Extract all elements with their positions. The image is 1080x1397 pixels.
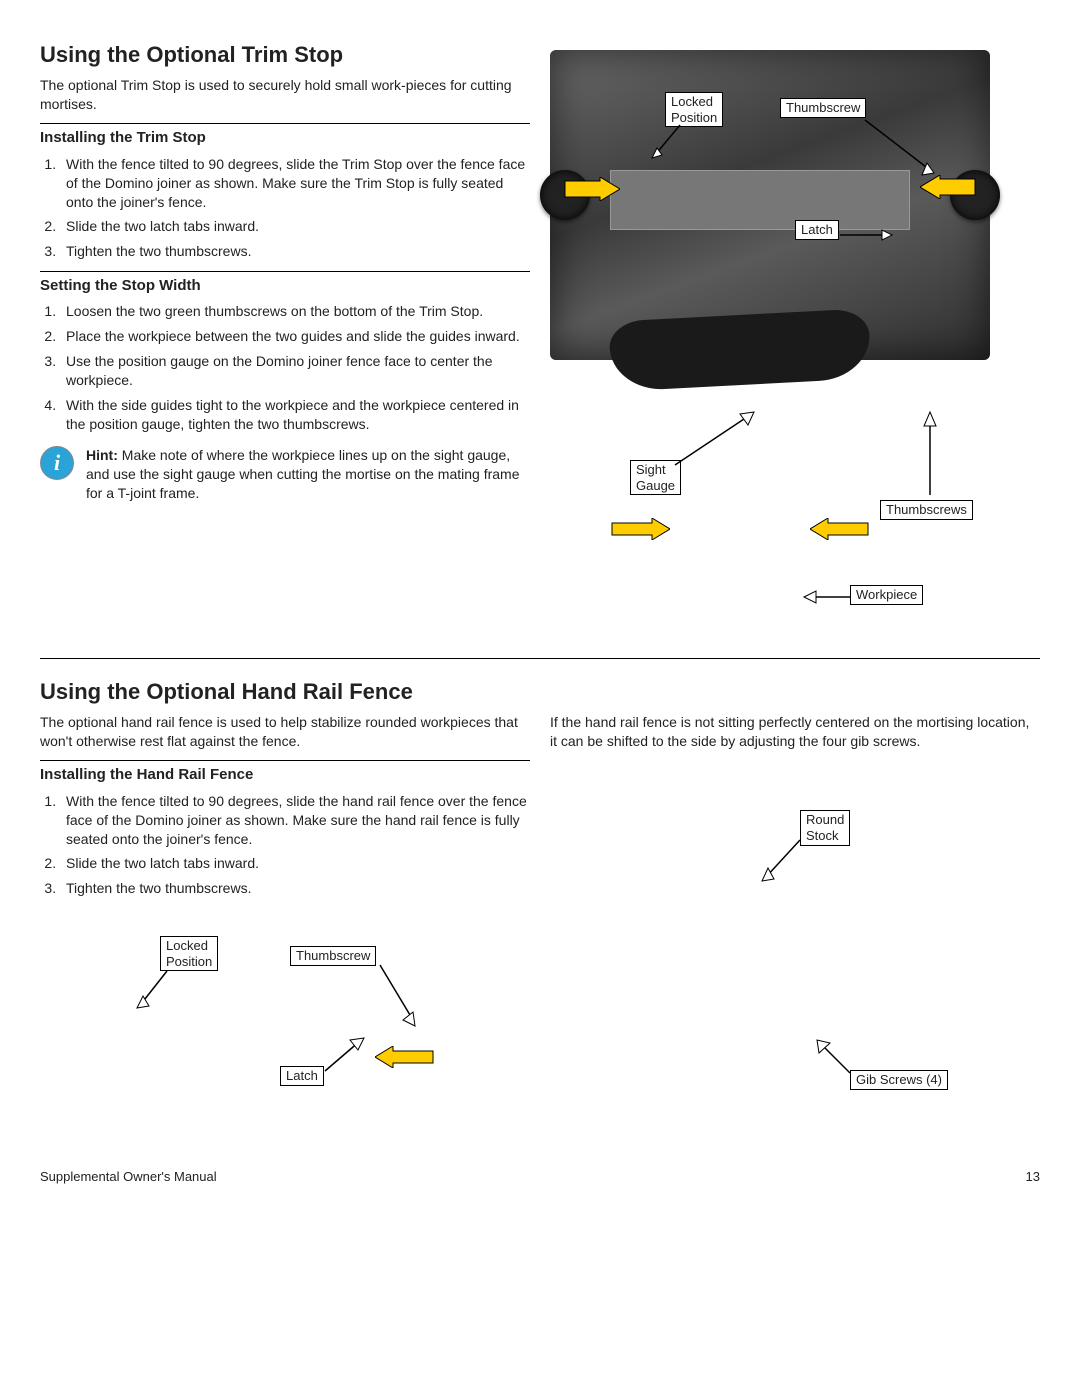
intro-text: The optional Trim Stop is used to secure… xyxy=(40,76,530,114)
leader-arrow-icon xyxy=(670,410,760,470)
label-thumbscrew: Thumbscrew xyxy=(780,98,866,118)
direction-arrow-icon xyxy=(920,175,980,199)
list-item: With the fence tilted to 90 degrees, sli… xyxy=(60,792,530,849)
label-latch: Latch xyxy=(280,1066,324,1086)
label-workpiece: Workpiece xyxy=(850,585,923,605)
hint-label: Hint: xyxy=(86,447,118,463)
section-title: Using the Optional Hand Rail Fence xyxy=(40,677,1040,707)
leader-arrow-icon xyxy=(920,410,940,500)
figure-trim-stop-photo: Locked Position Thumbscrew Latch xyxy=(550,50,1040,380)
figure-round-stock: Round Stock Gib Screws (4) xyxy=(550,780,1040,1110)
section-hand-rail: The optional hand rail fence is used to … xyxy=(40,713,1040,1118)
direction-arrow-icon xyxy=(560,177,620,201)
section-trim-stop: Using the Optional Trim Stop The optiona… xyxy=(40,40,1040,630)
leader-arrow-icon xyxy=(320,1036,370,1076)
trim-stop-figures: Locked Position Thumbscrew Latch Sight G… xyxy=(550,40,1040,630)
list-item: Use the position gauge on the Domino joi… xyxy=(60,352,530,390)
hand-rail-text: The optional hand rail fence is used to … xyxy=(40,713,530,1118)
install-heading: Installing the Hand Rail Fence xyxy=(40,760,530,785)
leader-arrow-icon xyxy=(135,966,175,1011)
setwidth-steps: Loosen the two green thumbscrews on the … xyxy=(40,302,530,433)
direction-arrow-icon xyxy=(610,518,670,540)
leader-arrow-icon xyxy=(760,835,805,885)
tool-photo xyxy=(550,50,990,360)
list-item: With the side guides tight to the workpi… xyxy=(60,396,530,434)
figure-hand-rail-install: Locked Position Thumbscrew Latch xyxy=(40,918,530,1118)
leader-arrow-icon xyxy=(838,225,898,245)
footer-page-number: 13 xyxy=(1026,1168,1040,1186)
leader-arrow-icon xyxy=(650,120,690,160)
install-heading: Installing the Trim Stop xyxy=(40,123,530,148)
trim-stop-text: Using the Optional Trim Stop The optiona… xyxy=(40,40,530,630)
page-footer: Supplemental Owner's Manual 13 xyxy=(40,1168,1040,1186)
direction-arrow-icon xyxy=(375,1046,435,1068)
intro-text: The optional hand rail fence is used to … xyxy=(40,713,530,751)
hand-rail-right: If the hand rail fence is not sitting pe… xyxy=(550,713,1040,1118)
label-thumbscrews: Thumbscrews xyxy=(880,500,973,520)
list-item: Slide the two latch tabs inward. xyxy=(60,854,530,873)
section-title: Using the Optional Trim Stop xyxy=(40,40,530,70)
install-steps: With the fence tilted to 90 degrees, sli… xyxy=(40,792,530,898)
list-item: With the fence tilted to 90 degrees, sli… xyxy=(60,155,530,212)
section-divider xyxy=(40,658,1040,659)
info-icon: i xyxy=(40,446,74,480)
leader-arrow-icon xyxy=(815,1038,855,1078)
footer-left: Supplemental Owner's Manual xyxy=(40,1168,217,1186)
leader-arrow-icon xyxy=(802,587,852,607)
setwidth-heading: Setting the Stop Width xyxy=(40,271,530,296)
leader-arrow-icon xyxy=(375,960,425,1030)
label-thumbscrew: Thumbscrew xyxy=(290,946,376,966)
hint-text: Hint: Make note of where the workpiece l… xyxy=(86,446,530,503)
list-item: Place the workpiece between the two guid… xyxy=(60,327,530,346)
direction-arrow-icon xyxy=(810,518,870,540)
label-gib-screws: Gib Screws (4) xyxy=(850,1070,948,1090)
hint-block: i Hint: Make note of where the workpiece… xyxy=(40,446,530,503)
list-item: Tighten the two thumbscrews. xyxy=(60,242,530,261)
intro-text: If the hand rail fence is not sitting pe… xyxy=(550,713,1040,751)
list-item: Tighten the two thumbscrews. xyxy=(60,879,530,898)
label-latch: Latch xyxy=(795,220,839,240)
hint-body: Make note of where the workpiece lines u… xyxy=(86,447,520,501)
list-item: Slide the two latch tabs inward. xyxy=(60,217,530,236)
install-steps: With the fence tilted to 90 degrees, sli… xyxy=(40,155,530,261)
figure-sight-gauge: Sight Gauge Thumbscrews Workpiece xyxy=(550,400,1040,630)
label-round-stock: Round Stock xyxy=(800,810,850,845)
list-item: Loosen the two green thumbscrews on the … xyxy=(60,302,530,321)
